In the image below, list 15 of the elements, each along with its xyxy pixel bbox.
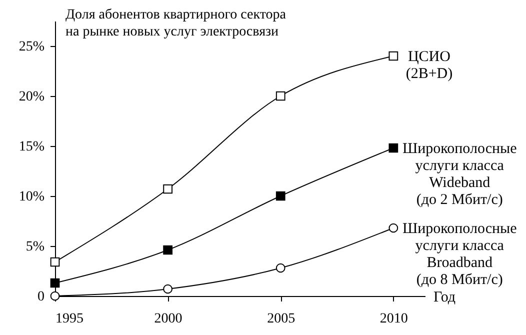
y-tick-label: 0 bbox=[38, 290, 44, 304]
x-tick-label: 2005 bbox=[267, 312, 296, 326]
y-tick-label: 20% bbox=[18, 90, 45, 104]
y-tick-label: 5% bbox=[26, 240, 45, 254]
y-tick-label: 10% bbox=[18, 190, 45, 204]
series-label: ЦСИО (2B+D) bbox=[406, 49, 453, 82]
x-tick-label: 2000 bbox=[154, 312, 182, 326]
x-tick-label: 1995 bbox=[56, 312, 84, 326]
x-tick-label: 2010 bbox=[380, 312, 408, 326]
y-tick-label: 15% bbox=[18, 140, 45, 154]
y-axis-title: Доля абонентов квартирного сектора на рынке новых услуг электросвязи bbox=[66, 8, 287, 40]
series-label: Широкополосные услуги класса Wideband (до 2 Мбит/с) bbox=[402, 141, 518, 208]
series-label: Широкополосные услуги класса Broadband (до 8 Мбит/с) bbox=[402, 221, 518, 288]
y-tick-label: 25% bbox=[18, 40, 45, 54]
x-axis-title: Год bbox=[434, 290, 456, 306]
